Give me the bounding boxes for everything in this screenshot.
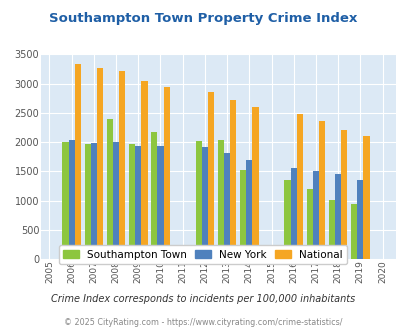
- Bar: [195, 141, 201, 259]
- Bar: [135, 146, 141, 259]
- Text: © 2025 CityRating.com - https://www.cityrating.com/crime-statistics/: © 2025 CityRating.com - https://www.city…: [64, 318, 341, 327]
- Bar: [119, 71, 125, 259]
- Bar: [356, 180, 362, 259]
- Bar: [334, 174, 340, 259]
- Bar: [362, 136, 369, 259]
- Bar: [107, 119, 113, 259]
- Bar: [230, 100, 236, 259]
- Bar: [217, 140, 224, 259]
- Bar: [129, 145, 135, 259]
- Bar: [224, 153, 230, 259]
- Bar: [306, 189, 312, 259]
- Bar: [91, 143, 97, 259]
- Bar: [312, 171, 318, 259]
- Bar: [328, 200, 334, 259]
- Bar: [318, 120, 324, 259]
- Bar: [290, 168, 296, 259]
- Bar: [97, 69, 103, 259]
- Bar: [239, 170, 245, 259]
- Bar: [62, 142, 68, 259]
- Bar: [207, 92, 214, 259]
- Bar: [68, 140, 75, 259]
- Bar: [151, 132, 157, 259]
- Bar: [113, 142, 119, 259]
- Bar: [163, 86, 169, 259]
- Bar: [296, 114, 302, 259]
- Bar: [75, 64, 81, 259]
- Bar: [245, 160, 252, 259]
- Bar: [340, 130, 347, 259]
- Bar: [141, 81, 147, 259]
- Bar: [350, 204, 356, 259]
- Bar: [84, 145, 91, 259]
- Bar: [201, 148, 207, 259]
- Bar: [284, 180, 290, 259]
- Bar: [157, 146, 163, 259]
- Legend: Southampton Town, New York, National: Southampton Town, New York, National: [59, 246, 346, 264]
- Text: Southampton Town Property Crime Index: Southampton Town Property Crime Index: [49, 12, 356, 24]
- Text: Crime Index corresponds to incidents per 100,000 inhabitants: Crime Index corresponds to incidents per…: [51, 294, 354, 304]
- Bar: [252, 107, 258, 259]
